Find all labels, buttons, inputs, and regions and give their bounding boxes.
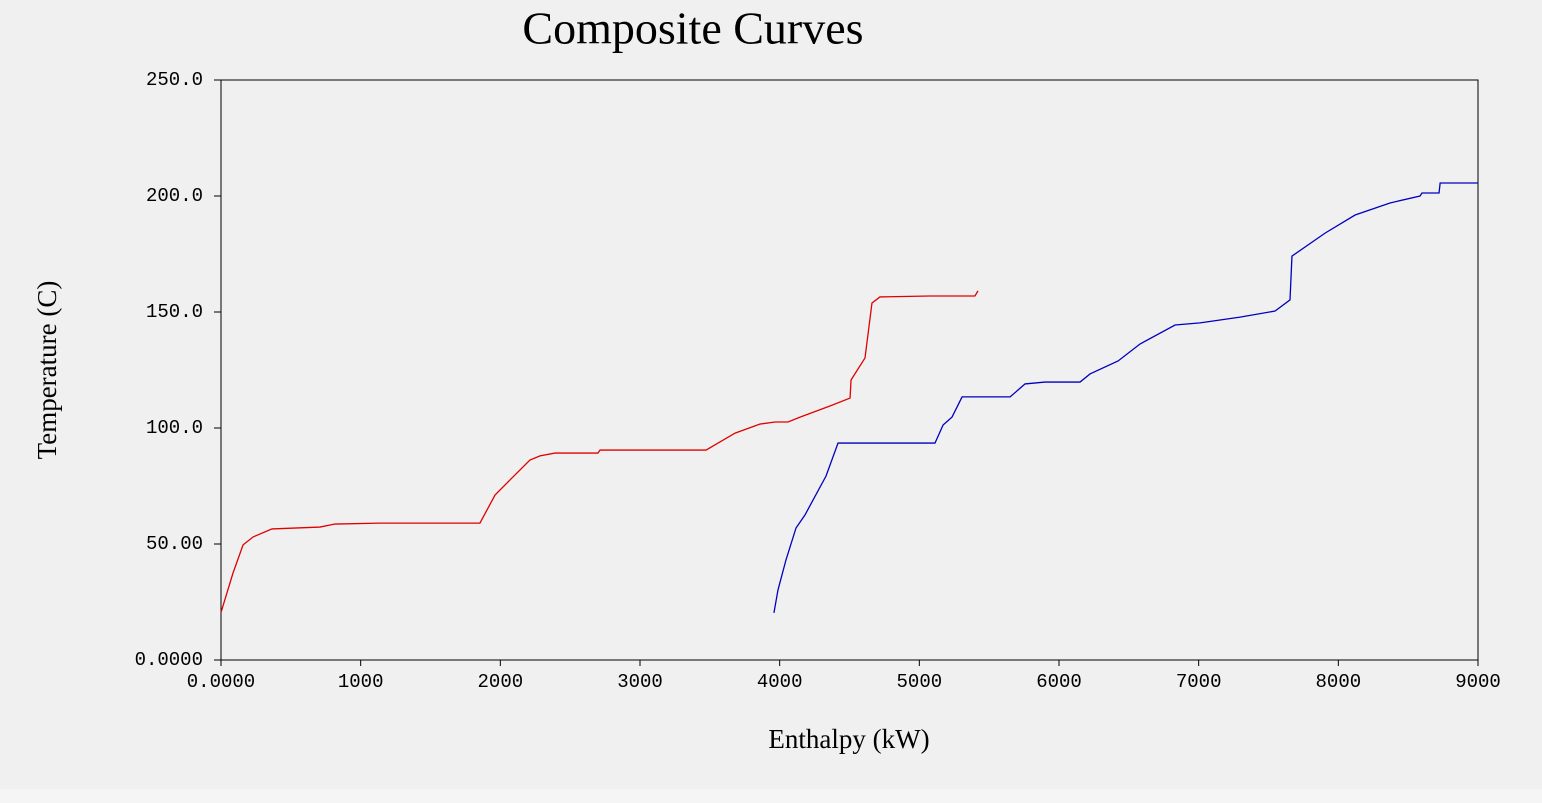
- y-tick-label: 150.0: [146, 301, 203, 323]
- y-tick-label: 0.0000: [135, 649, 203, 671]
- x-tick-label: 1000: [338, 671, 384, 693]
- x-tick-label: 7000: [1176, 671, 1222, 693]
- y-tick-label: 100.0: [146, 417, 203, 439]
- series-line: [220, 290, 979, 613]
- series-line: [773, 182, 1478, 614]
- y-tick-label: 200.0: [146, 185, 203, 207]
- y-tick-label: 250.0: [146, 69, 203, 91]
- status-strip: [0, 789, 1542, 803]
- plot-frame: [220, 79, 1479, 661]
- y-axis-label: Temperature (C): [32, 281, 62, 460]
- x-tick-label: 3000: [617, 671, 663, 693]
- x-tick-label: 6000: [1036, 671, 1082, 693]
- x-tick-label: 2000: [478, 671, 524, 693]
- y-tick-label: 50.00: [146, 533, 203, 555]
- x-tick-label: 4000: [757, 671, 803, 693]
- x-tick-label: 0.0000: [187, 671, 255, 693]
- x-tick-label: 9000: [1455, 671, 1501, 693]
- x-axis-label: Enthalpy (kW): [768, 724, 929, 754]
- x-tick-label: 8000: [1316, 671, 1362, 693]
- x-tick-label: 5000: [897, 671, 943, 693]
- chart-title: Composite Curves: [522, 3, 863, 54]
